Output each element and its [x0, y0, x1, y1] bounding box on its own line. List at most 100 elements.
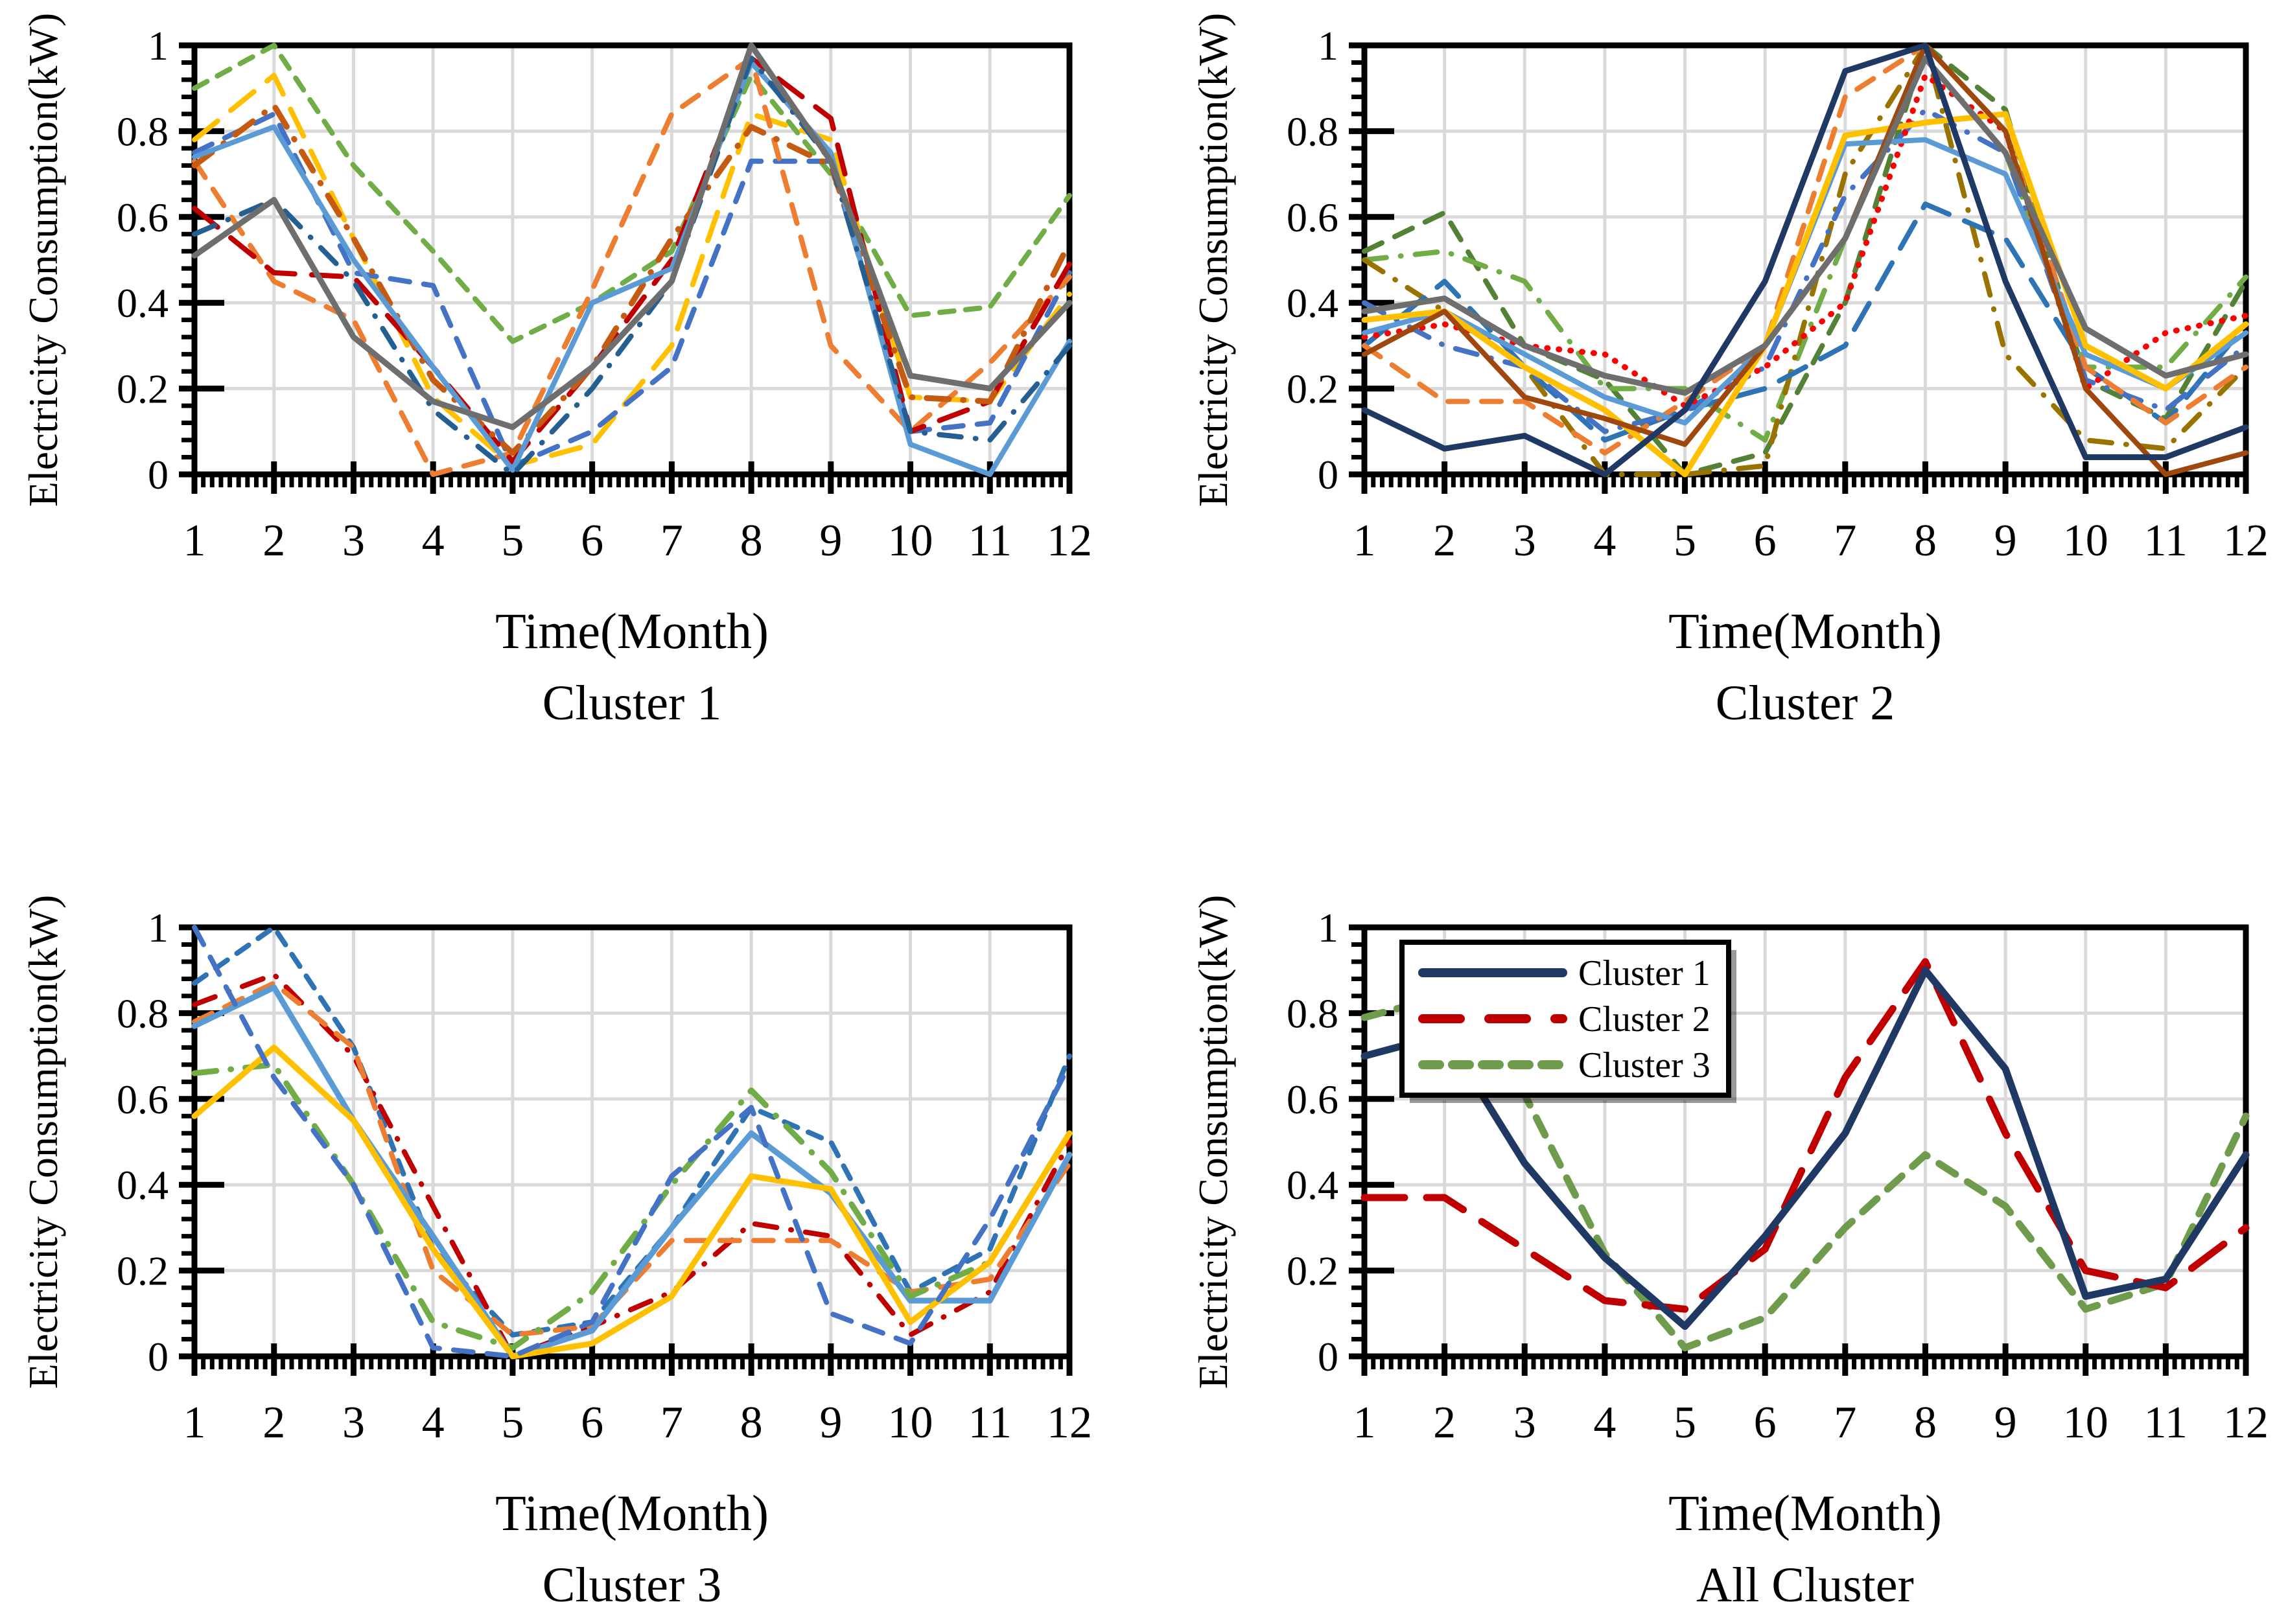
x-tick-label: 10: [2063, 516, 2108, 566]
x-tick-label: 5: [501, 1398, 524, 1448]
y-tick-label: 0.6: [1287, 194, 1338, 240]
axis-ticks: [179, 42, 1073, 494]
x-tick-label: 1: [183, 1398, 206, 1448]
y-tick-label: 0.4: [1287, 280, 1338, 326]
x-tick-label: 8: [740, 516, 763, 566]
series-group: [191, 925, 1073, 1360]
x-tick-labels: 1 2 3 4 5 6 7 8 9 10 11 12: [1353, 516, 2269, 566]
series-line: [1361, 55, 2249, 396]
x-tick-label: 5: [1674, 1398, 1696, 1448]
x-tick-label: 1: [1353, 516, 1376, 566]
y-axis-title: Electricity Consumption(kW): [1190, 13, 1236, 507]
x-axis-title: Time(Month): [495, 603, 769, 659]
gridlines: [1364, 45, 2248, 474]
line-chart: 00.20.40.60.811 2 3 4 5 6 7 8 9 10 11 12Time(Month)…: [1190, 13, 2269, 730]
series-line: [192, 60, 1072, 477]
series-line: [1362, 107, 2248, 434]
axis-ticks: [179, 924, 1073, 1376]
series-line: [1362, 43, 2248, 477]
x-tick-label: 7: [1834, 516, 1856, 566]
y-tick-label: 1: [148, 23, 169, 69]
series-line: [192, 73, 1072, 469]
x-tick-label: 1: [1353, 1398, 1376, 1448]
series-line: [1362, 201, 2248, 443]
x-tick-label: 12: [2223, 1398, 2269, 1448]
legend-entry-label: Cluster 3: [1578, 1045, 1710, 1085]
x-tick-label: 4: [422, 516, 445, 566]
y-tick-label: 0.2: [1287, 366, 1338, 412]
legend-entry-label: Cluster 1: [1578, 953, 1710, 993]
y-tick-labels: 0 0.2 0.4 0.6 0.8 1: [117, 905, 169, 1380]
y-tick-labels: 0 0.2 0.4 0.6 0.8 1: [1287, 23, 1338, 498]
chart-title: Cluster 2: [1716, 676, 1895, 730]
series-line: [1360, 958, 2250, 1313]
line-chart: 00.20.40.60.811 2 3 4 5 6 7 8 9 10 11 12Time(Month)…: [20, 895, 1092, 1612]
y-tick-label: 0.2: [1287, 1248, 1338, 1294]
series-line: [1362, 43, 2248, 477]
series-line: [1361, 42, 2249, 478]
y-tick-labels: 0 0.2 0.4 0.6 0.8 1: [117, 23, 169, 498]
x-tick-label: 9: [1994, 1398, 2017, 1448]
series-line: [1362, 55, 2248, 443]
y-axis-title: Electricity Consumption(kW): [20, 895, 66, 1389]
y-axis-title: Electricity Consumption(kW): [20, 13, 66, 507]
series-group: [1361, 42, 2249, 478]
y-tick-label: 0.4: [117, 1162, 169, 1208]
chart-all-cluster: All Cluster 00.20.40.60.8112345678910111…: [1144, 882, 2288, 1624]
x-tick-label: 6: [1754, 516, 1777, 566]
x-tick-label: 3: [1513, 1398, 1536, 1448]
x-tick-label: 10: [2063, 1398, 2108, 1448]
chart-title: Cluster 1: [543, 676, 722, 730]
y-tick-label: 1: [148, 905, 169, 951]
y-tick-label: 0.6: [1287, 1076, 1338, 1122]
y-tick-label: 1: [1318, 905, 1338, 951]
series-line: [192, 111, 1072, 469]
x-tick-label: 2: [263, 1398, 285, 1448]
y-tick-label: 0.8: [117, 990, 169, 1036]
x-tick-label: 2: [1433, 1398, 1456, 1448]
x-tick-label: 12: [1047, 516, 1092, 566]
x-axis-title: Time(Month): [1668, 603, 1942, 659]
series-line: [192, 55, 1072, 465]
plot-border: [191, 42, 1073, 478]
chart-cluster-1: Cluster 1 00.20.40.60.81123456789101112T…: [0, 0, 1144, 742]
x-tick-label: 6: [581, 516, 603, 566]
x-tick-label: 4: [422, 1398, 445, 1448]
x-tick-label: 6: [581, 1398, 603, 1448]
series-line: [191, 42, 1073, 430]
x-tick-label: 3: [1513, 516, 1536, 566]
x-tick-label: 7: [1834, 1398, 1856, 1448]
x-tick-label: 2: [1433, 516, 1456, 566]
series-line: [1360, 966, 2250, 1330]
x-tick-label: 8: [1914, 516, 1937, 566]
x-tick-label: 12: [1047, 1398, 1092, 1448]
y-axis-title: Electricity Consumption(kW): [1190, 895, 1236, 1389]
x-tick-label: 3: [342, 1398, 365, 1448]
legend-entry-label: Cluster 2: [1578, 999, 1710, 1039]
y-tick-label: 0: [1318, 452, 1338, 498]
series-line: [192, 971, 1072, 1359]
y-tick-label: 0.4: [117, 280, 169, 326]
x-tick-label: 1: [183, 516, 206, 566]
chart-cluster-3: Cluster 3 00.20.40.60.81123456789101112T…: [0, 882, 1144, 1624]
x-tick-label: 8: [740, 1398, 763, 1448]
y-tick-label: 0.6: [117, 1076, 169, 1122]
x-tick-label: 6: [1754, 1398, 1777, 1448]
x-tick-label: 11: [968, 1398, 1012, 1448]
x-tick-label: 3: [342, 516, 365, 566]
x-tick-label: 5: [501, 516, 524, 566]
plot-border: [1361, 924, 2249, 1360]
x-tick-label: 7: [660, 516, 683, 566]
x-tick-label: 12: [2223, 516, 2269, 566]
x-tick-label: 2: [263, 516, 285, 566]
line-chart: 00.20.40.60.811 2 3 4 5 6 7 8 9 10 11 12Time(Month)…: [20, 13, 1092, 730]
y-tick-label: 0.2: [117, 366, 169, 412]
y-tick-label: 0.8: [1287, 108, 1338, 154]
y-tick-label: 0: [148, 452, 169, 498]
gridlines: [194, 45, 1071, 474]
series-line: [192, 925, 1072, 1338]
series-line: [191, 1044, 1073, 1360]
x-tick-label: 11: [2144, 516, 2188, 566]
x-tick-label: 7: [660, 1398, 683, 1448]
x-tick-label: 9: [819, 1398, 842, 1448]
